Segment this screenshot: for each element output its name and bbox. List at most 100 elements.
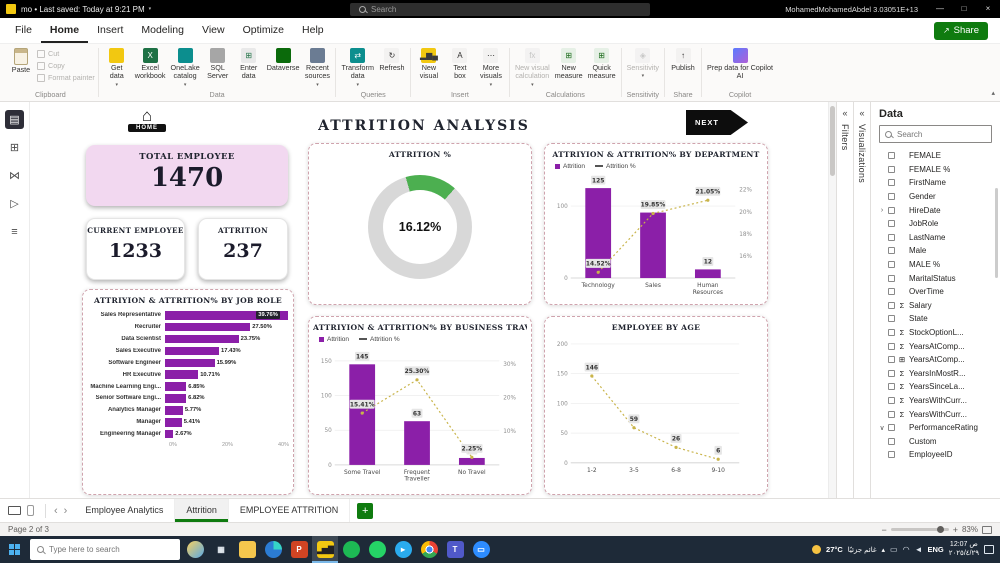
field-row[interactable]: FEMALE % (873, 163, 1000, 177)
field-checkbox[interactable] (888, 179, 895, 187)
titlebar-search[interactable] (350, 2, 650, 16)
field-row[interactable]: Σ YearsWithCurr... (873, 407, 1000, 421)
field-checkbox[interactable] (888, 424, 895, 432)
ribbon-button[interactable]: X Excel workbook ▾ (133, 46, 168, 81)
job-role-bar[interactable] (165, 418, 182, 427)
language-indicator[interactable]: ENG (927, 545, 944, 554)
paste-button[interactable]: Paste (6, 46, 36, 74)
department-combo-chart[interactable]: 010016%18%20%22%125911214.52%19.85%21.05… (545, 171, 767, 306)
field-checkbox[interactable] (888, 437, 895, 445)
ribbon-button[interactable]: Dataverse ▾ (265, 46, 302, 72)
field-row[interactable]: Custom (873, 434, 1000, 448)
data-pane-scrollbar[interactable] (995, 162, 999, 490)
current-employee-card[interactable]: CURRENT EMPLOYEE 1233 (86, 218, 185, 280)
field-row[interactable]: Σ StockOptionL... (873, 326, 1000, 340)
zoom-slider[interactable] (890, 525, 949, 533)
field-checkbox[interactable] (888, 152, 895, 160)
ribbon-button[interactable]: ⊞ Enter data ▾ (234, 46, 264, 81)
job-role-bar[interactable] (165, 334, 239, 344)
clipboard-small-button[interactable]: Cut (37, 49, 95, 58)
field-row[interactable]: ⊞ YearsAtComp... (873, 353, 1000, 367)
job-role-bar[interactable] (165, 406, 183, 415)
department-chart-panel[interactable]: ATTRIYION & ATTRITION% BY DEPARTMENT Att… (544, 143, 768, 305)
action-center-icon[interactable] (984, 545, 994, 554)
field-row[interactable]: JobRole (873, 217, 1000, 231)
field-checkbox[interactable] (888, 369, 895, 377)
job-role-bar-row[interactable]: Manager 5.41% (89, 418, 289, 427)
filters-pane-collapsed[interactable]: « Filters (836, 102, 853, 498)
field-checkbox[interactable] (888, 451, 895, 459)
job-role-bar-row[interactable]: Software Engineer 15.99% (89, 358, 289, 368)
clipboard-small-button[interactable]: Format painter (37, 73, 95, 82)
field-row[interactable]: FEMALE (873, 149, 1000, 163)
ribbon-button[interactable]: ↻ Refresh ▾ (377, 46, 407, 72)
data-search-input[interactable] (897, 129, 991, 139)
field-checkbox[interactable] (888, 165, 895, 173)
taskbar-search-input[interactable] (49, 545, 178, 554)
ribbon-button[interactable]: ⇄ Transform data ▾ (339, 46, 375, 88)
menu-modeling[interactable]: Modeling (141, 24, 184, 36)
field-chevron-icon[interactable]: › (880, 206, 884, 214)
ribbon-button[interactable]: ◈ Sensitivity ▾ (625, 46, 661, 79)
field-checkbox[interactable] (888, 247, 895, 255)
close-button[interactable]: × (985, 4, 991, 13)
taskbar-app[interactable] (234, 536, 260, 563)
taskbar-app[interactable] (364, 536, 390, 563)
taskbar-app[interactable] (260, 536, 286, 563)
field-row[interactable]: EmployeeID (873, 448, 1000, 462)
job-role-bar-row[interactable]: HR Executive 10.71% (89, 370, 289, 379)
chevron-down-icon[interactable]: ▾ (148, 6, 152, 12)
menu-optimize[interactable]: Optimize (242, 24, 285, 36)
business-travel-combo-chart[interactable]: 05010015010%20%30%145631015.41%25.30%2.2… (309, 344, 531, 498)
field-row[interactable]: FirstName (873, 176, 1000, 190)
canvas-scrollbar[interactable] (828, 102, 836, 498)
field-checkbox[interactable] (888, 261, 895, 269)
field-checkbox[interactable] (888, 274, 895, 282)
titlebar-search-input[interactable] (371, 4, 646, 14)
ribbon-button[interactable]: Get data ▾ (102, 46, 132, 88)
clipboard-small-button[interactable]: Copy (37, 61, 95, 70)
taskbar-app[interactable]: ▦ (208, 536, 234, 563)
job-role-bar[interactable] (165, 394, 187, 403)
page-tab-attrition[interactable]: Attrition (175, 499, 229, 522)
taskbar-app[interactable]: ▂▅▇ (312, 536, 338, 563)
tmdl-view-button[interactable]: ≡ (11, 225, 18, 238)
menu-view[interactable]: View (202, 24, 225, 36)
dax-query-view-button[interactable]: ▷ (10, 198, 19, 210)
mobile-layout-icon[interactable] (27, 505, 34, 516)
field-chevron-icon[interactable]: ∨ (879, 424, 885, 432)
ribbon-button[interactable]: ⊞ New measure ▾ (553, 46, 585, 81)
next-button[interactable]: NEXT (686, 110, 748, 135)
field-checkbox[interactable] (888, 206, 895, 214)
page-tab-employee-attrition[interactable]: EMPLOYEE ATTRITION (229, 499, 351, 522)
field-row[interactable]: Male (873, 244, 1000, 258)
taskbar-app[interactable]: P (286, 536, 312, 563)
jobrole-chart-panel[interactable]: ATTRIYION & ATTRITION% BY JOB ROLE Sales… (82, 289, 294, 495)
start-button[interactable] (0, 536, 28, 563)
share-button[interactable]: ↗ Share (933, 21, 988, 40)
menu-file[interactable]: File (15, 24, 32, 36)
fit-to-page-icon[interactable] (982, 525, 992, 534)
job-role-bar[interactable] (165, 370, 199, 379)
field-checkbox[interactable] (888, 383, 895, 391)
taskbar-search[interactable] (30, 539, 180, 560)
visualizations-pane-collapsed[interactable]: « Visualizations (853, 102, 870, 498)
scrollbar-thumb[interactable] (830, 106, 835, 176)
total-employee-card[interactable]: TOTAL EMPLOYEE 1470 (86, 145, 288, 206)
ribbon-button[interactable]: SQL Server ▾ (203, 46, 233, 81)
expand-visualizations-icon[interactable]: « (859, 108, 865, 118)
speaker-icon[interactable]: ◄ (914, 545, 923, 554)
model-view-button[interactable]: ⋈ (9, 170, 20, 182)
taskbar-app[interactable]: ▸ (390, 536, 416, 563)
job-role-bar-row[interactable]: Senior Software Engi... 6.82% (89, 394, 289, 403)
field-checkbox[interactable] (888, 342, 895, 350)
field-row[interactable]: OverTime (873, 285, 1000, 299)
jobrole-bar-chart[interactable]: Sales Representative 39.76% Recruiter 27.50… (83, 307, 293, 448)
attrition-donut-panel[interactable]: ATTRITION % 16.12% (308, 143, 532, 305)
desktop-layout-icon[interactable] (8, 506, 21, 515)
taskbar-app[interactable] (182, 536, 208, 563)
weather-icon[interactable] (812, 545, 822, 554)
collapse-ribbon-button[interactable]: ▴ (991, 90, 995, 97)
job-role-bar-row[interactable]: Data Scientist 23.75% (89, 334, 289, 344)
job-role-bar-row[interactable]: Sales Representative 39.76% (89, 311, 289, 320)
